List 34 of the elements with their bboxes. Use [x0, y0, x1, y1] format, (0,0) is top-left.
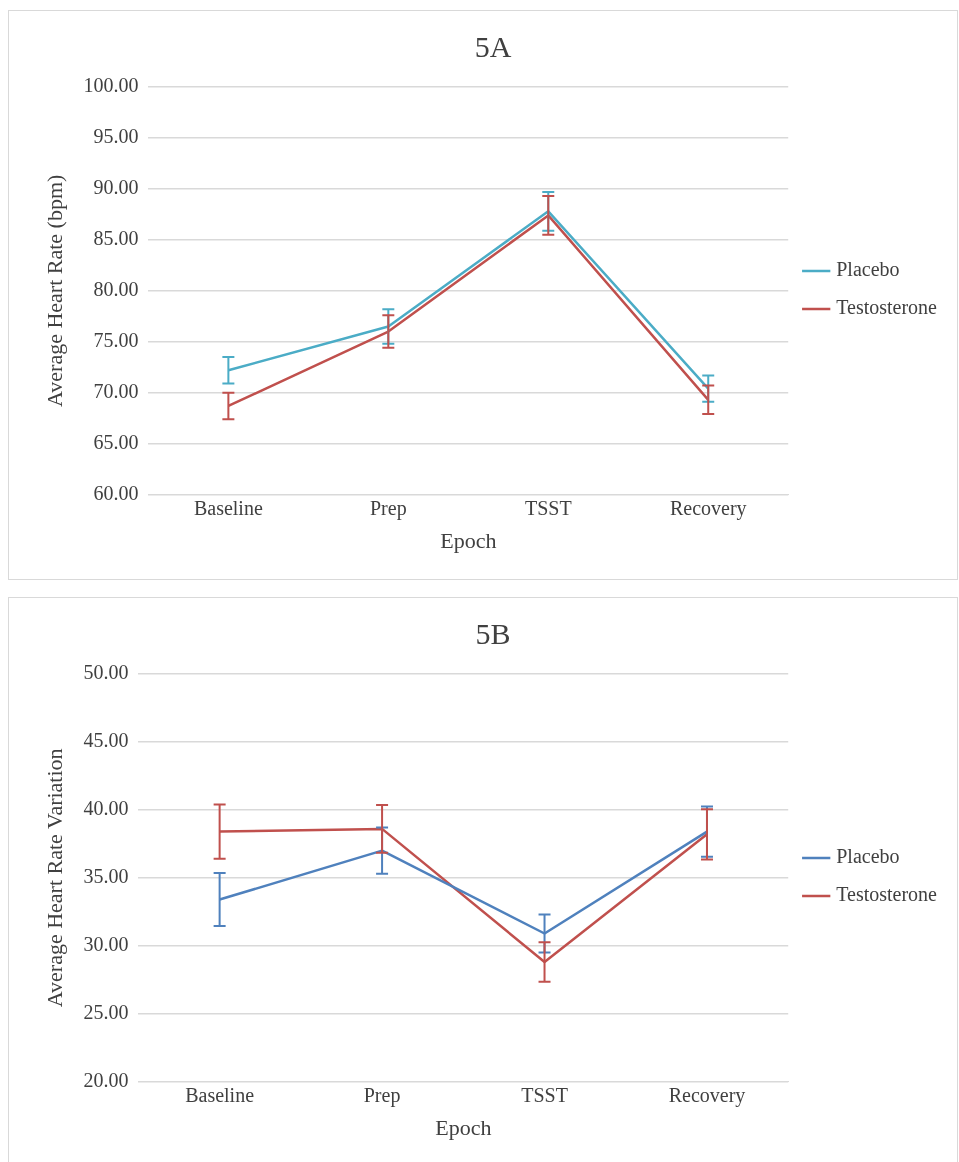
x-axis-title: Epoch: [435, 1114, 492, 1140]
x-tick-label: Recovery: [669, 496, 747, 520]
legend-label: Placebo: [836, 845, 900, 868]
y-tick-label: 85.00: [93, 227, 139, 250]
x-axis-title: Epoch: [440, 527, 497, 553]
y-tick-label: 25.00: [83, 1000, 129, 1023]
chart-title: 5B: [475, 616, 511, 650]
x-tick-label: Baseline: [193, 496, 263, 519]
x-tick-label: TSST: [524, 496, 572, 519]
y-tick-label: 40.00: [83, 797, 129, 820]
y-tick-label: 90.00: [93, 176, 139, 199]
y-tick-label: 65.00: [93, 430, 139, 453]
legend-label: Testosterone: [836, 296, 938, 319]
y-tick-label: 95.00: [93, 125, 139, 148]
y-tick-label: 60.00: [93, 481, 139, 504]
y-tick-label: 70.00: [93, 379, 139, 402]
y-tick-label: 75.00: [93, 329, 139, 351]
y-tick-label: 20.00: [83, 1068, 129, 1091]
x-tick-label: Recovery: [668, 1083, 746, 1107]
y-tick-label: 80.00: [93, 278, 139, 301]
x-tick-label: TSST: [521, 1083, 568, 1106]
x-tick-label: Baseline: [185, 1083, 255, 1106]
x-tick-label: Prep: [369, 496, 407, 520]
y-tick-label: 45.00: [83, 729, 129, 752]
y-tick-label: 30.00: [83, 932, 129, 955]
y-tick-label: 35.00: [83, 865, 129, 888]
legend-label: Testosterone: [836, 883, 938, 906]
y-tick-label: 100.00: [83, 74, 139, 97]
legend-label: Placebo: [836, 258, 900, 281]
y-axis-title: Average Heart Rate (bpm): [41, 174, 67, 407]
y-axis-title: Average Heart Rate Variation: [41, 748, 67, 1008]
y-tick-label: 50.00: [83, 661, 129, 684]
x-tick-label: Prep: [363, 1083, 401, 1107]
chart-title: 5A: [474, 29, 512, 63]
